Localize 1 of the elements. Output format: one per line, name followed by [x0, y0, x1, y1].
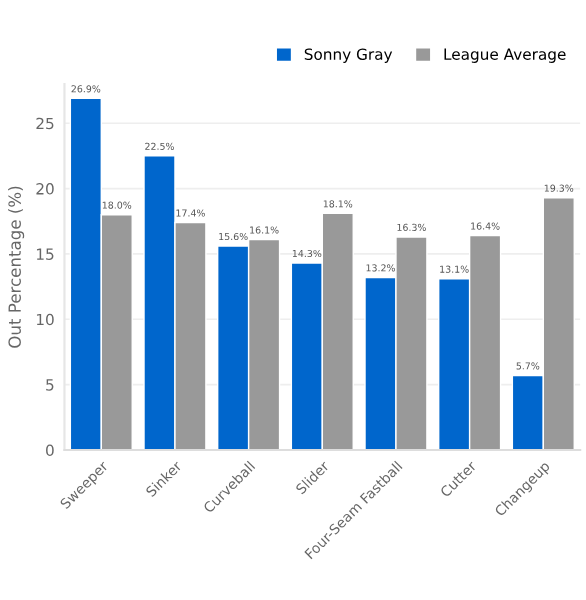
y-axis-title: Out Percentage (%) — [8, 186, 25, 348]
